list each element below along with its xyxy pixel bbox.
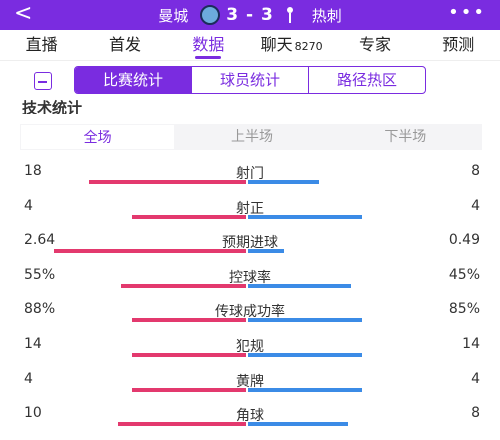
match-summary: 曼城 3 - 3 热刺 [0,0,500,30]
home-stat-value: 4 [24,198,33,214]
away-stat-bar [248,422,348,426]
back-arrow-icon[interactable]: < [14,1,33,26]
stat-row: 88% 传球成功率 85% [0,298,500,332]
stat-name: 传球成功率 [215,304,285,320]
stat-name: 黄牌 [236,374,264,390]
tab-prediction[interactable]: 预测 [417,30,500,60]
home-stat-value: 2.64 [24,232,56,248]
home-stat-value: 88% [24,301,56,317]
away-stat-bar [248,249,284,253]
home-stat-value: 14 [24,336,42,352]
away-stat-bar [248,318,362,322]
tab-chat[interactable]: 聊天 8270 [250,30,333,60]
tab-expert[interactable]: 专家 [333,30,416,60]
stats-subnav: 比赛统计 球员统计 路径热区 [0,64,500,100]
main-tabs: 直播 首发 数据 聊天 8270 专家 预测 [0,30,500,60]
home-stat-value: 4 [24,371,33,387]
away-stat-bar [248,215,362,219]
stat-name: 射门 [236,166,264,182]
period-selector: 全场 上半场 下半场 [20,124,482,150]
chat-count-badge: 8270 [294,40,323,53]
match-header: < 曼城 3 - 3 热刺 ••• [0,0,500,30]
away-stat-value: 4 [471,198,480,214]
stat-name: 预期进球 [222,235,278,251]
spurs-crest-icon [280,5,300,25]
stat-name: 控球率 [229,270,271,286]
more-menu-icon[interactable]: ••• [448,2,486,23]
section-title: 技术统计 [22,99,83,114]
stat-row: 55% 控球率 45% [0,264,500,298]
stat-row: 18 射门 8 [0,160,500,194]
tabs-divider [0,60,500,61]
stat-name: 犯规 [236,339,264,355]
away-stat-bar [248,388,362,392]
home-stat-bar [132,318,246,322]
match-score: 3 - 3 [226,5,274,25]
stat-name: 射正 [236,201,264,217]
tab-label: 预测 [442,35,475,54]
period-full-match[interactable]: 全场 [20,124,176,150]
away-stat-value: 8 [471,163,480,179]
home-stat-value: 18 [24,163,42,179]
away-stat-bar [248,284,351,288]
seg-heatmap[interactable]: 路径热区 [308,67,425,93]
stat-row: 4 射正 4 [0,195,500,229]
away-stat-value: 45% [448,267,480,283]
home-stat-bar [89,180,246,184]
home-stat-value: 10 [24,405,42,421]
away-stat-value: 4 [471,371,480,387]
home-stat-bar [121,284,246,288]
tab-label: 专家 [358,35,391,54]
stats-segmented-control: 比赛统计 球员统计 路径热区 [74,66,426,94]
home-stat-bar [54,249,246,253]
away-stat-bar [248,353,362,357]
away-stat-value: 0.49 [448,232,480,248]
stat-row: 2.64 预期进球 0.49 [0,229,500,263]
tab-lineup[interactable]: 首发 [83,30,166,60]
home-team-name: 曼城 [158,6,189,25]
home-stat-bar [132,353,246,357]
home-stat-bar [118,422,246,426]
away-team-name: 热刺 [311,6,342,25]
away-stat-value: 8 [471,405,480,421]
tab-data[interactable]: 数据 [167,30,250,60]
home-stat-bar [132,215,246,219]
tab-label: 直播 [25,35,58,54]
tab-live[interactable]: 直播 [0,30,83,60]
seg-player-stats[interactable]: 球员统计 [191,67,308,93]
stat-name: 角球 [236,408,264,424]
seg-match-stats[interactable]: 比赛统计 [75,67,191,93]
away-stat-bar [248,180,319,184]
tab-label: 聊天 [260,35,293,54]
home-stat-value: 55% [24,267,56,283]
stat-row: 4 黄牌 4 [0,368,500,402]
period-second-half[interactable]: 下半场 [384,129,427,145]
man-city-crest-icon [200,5,221,25]
stat-row: 14 犯规 14 [0,333,500,367]
tab-label: 首发 [108,35,141,54]
home-stat-bar [132,388,246,392]
away-stat-value: 14 [462,336,480,352]
tab-label: 数据 [192,35,225,54]
away-stat-value: 85% [448,301,480,317]
share-card-icon[interactable] [34,72,52,90]
stat-row: 10 角球 8 [0,402,500,436]
period-first-half[interactable]: 上半场 [230,129,273,145]
